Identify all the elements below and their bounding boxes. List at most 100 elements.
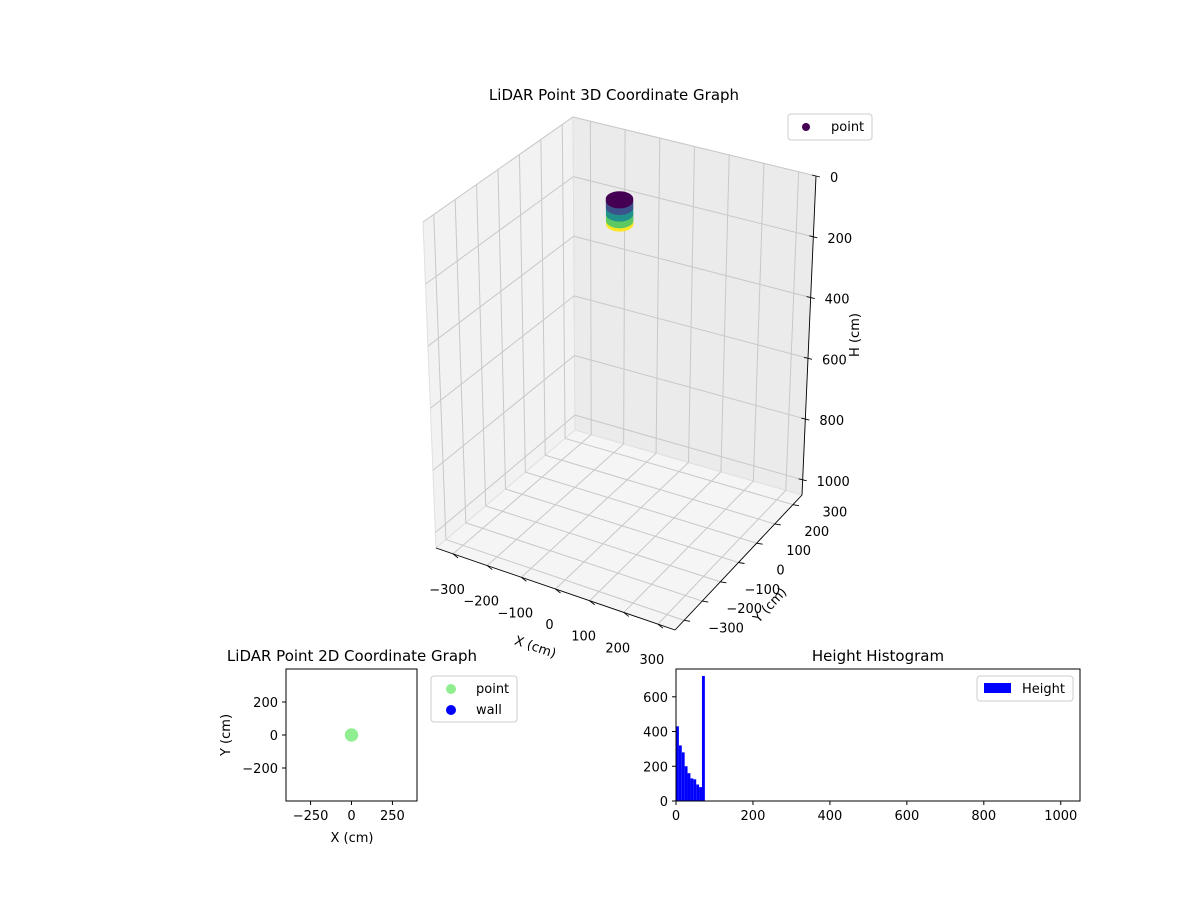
legend-3d: point (787, 113, 873, 141)
x-tick-label-2d: 250 (380, 809, 405, 824)
y-tick-label-hist: 0 (660, 795, 668, 810)
height-histogram: Height Histogram 0 200 400 600 800 1000 0 200 40… (643, 647, 1081, 824)
grid-line (432, 355, 575, 471)
legend-histogram-frame (976, 675, 1074, 702)
x-tick-mark (555, 588, 561, 594)
z-tick-label: 200 (827, 232, 852, 247)
legend-2d-point-label: point (476, 682, 509, 697)
grid-3d (422, 116, 817, 625)
grid-line (454, 199, 467, 523)
legend-histogram-swatch (984, 683, 1011, 693)
y-tick-label-2d: 0 (270, 729, 278, 744)
grid-line (427, 235, 575, 347)
x-tick-mark (657, 623, 664, 629)
grid-line (435, 414, 576, 533)
scatter-2d-chart: LiDAR Point 2D Coordinate Graph −250 0 250… (219, 647, 518, 846)
pane-back-wall (572, 116, 817, 496)
x-tick-label: −300 (429, 583, 465, 598)
grid-line (430, 295, 575, 409)
ticks-histogram: 0 200 400 600 800 1000 0 200 400 600 (643, 691, 1077, 824)
point-layer-top (606, 192, 633, 206)
grid-line (573, 235, 811, 299)
legend-2d: point wall (430, 675, 518, 723)
grid-line (564, 437, 794, 506)
x-tick-label-2d: −250 (293, 809, 329, 824)
z-tick-mark (806, 296, 815, 299)
legend-histogram-label: Height (1022, 682, 1065, 697)
grid-line (574, 295, 809, 359)
histogram-bar (699, 787, 702, 801)
grid-line (623, 129, 626, 444)
z-tick-mark (811, 174, 821, 178)
grid-line (425, 176, 574, 285)
y-tick-label-hist: 200 (643, 760, 668, 775)
z-axis-label: H (cm) (848, 313, 863, 357)
x-tick-mark (452, 553, 459, 559)
x-tick-label-hist: 400 (817, 809, 842, 824)
y-tick-label: 0 (776, 564, 784, 579)
histogram-title: Height Histogram (812, 647, 944, 665)
grid-line (688, 146, 695, 463)
grid-line (545, 454, 775, 525)
chart-3d-title: LiDAR Point 3D Coordinate Graph (489, 86, 739, 104)
histogram-bar (678, 745, 682, 801)
histogram-bar (676, 726, 679, 801)
y-tick-mark (683, 619, 691, 622)
y-tick-label: −300 (708, 621, 744, 636)
y-tick-label-hist: 600 (643, 691, 668, 706)
grid-line (505, 488, 739, 563)
point-series-2d (344, 728, 359, 742)
z-axis-line (801, 175, 817, 496)
legend-2d-wall-marker (446, 705, 456, 715)
histogram-bar (681, 752, 685, 801)
y-tick-label: −100 (744, 583, 780, 598)
point-2d (350, 729, 358, 737)
grid-line (561, 124, 566, 439)
z-tick-mark (803, 356, 813, 360)
histogram-bar (693, 779, 697, 801)
scatter-3d-chart: LiDAR Point 3D Coordinate Graph −300−200… (422, 86, 873, 668)
y-tick-label-2d: −200 (242, 762, 278, 777)
grid-line (476, 184, 487, 506)
x-tick-mark (589, 600, 595, 606)
grid-line (485, 505, 721, 583)
grid-line (573, 176, 814, 238)
chart-2d-title: LiDAR Point 2D Coordinate Graph (227, 647, 477, 665)
grid-line (752, 163, 765, 482)
legend-2d-wall-label: wall (476, 703, 502, 718)
grid-line (655, 138, 661, 454)
grid-line (497, 169, 506, 490)
histogram-bar (696, 784, 700, 801)
x-tick-mark (521, 576, 527, 582)
z-tick-mark (809, 235, 818, 239)
legend-2d-point-marker (446, 684, 456, 694)
grid-line (574, 354, 806, 420)
x-tick-label: 300 (640, 653, 665, 668)
x-tick-label: 200 (605, 641, 630, 656)
y-tick-mark (702, 600, 709, 603)
histogram-bars (676, 675, 705, 801)
y-axis-label-2d: Y (cm) (219, 714, 234, 757)
grid-line (433, 214, 447, 540)
grid-line (540, 139, 546, 456)
histogram-bar (701, 675, 705, 801)
y-tick-mark (756, 542, 763, 545)
histogram-bar (690, 778, 694, 801)
plot-area-histogram (675, 668, 1081, 802)
point-cloud-cylinder (605, 191, 634, 232)
grid-line (785, 171, 800, 491)
legend-3d-point-marker (802, 123, 810, 131)
grid-line (720, 154, 730, 472)
z-tick-label: 1000 (817, 475, 850, 490)
z-tick-label: 800 (819, 414, 844, 429)
z-tick-label: 0 (830, 171, 838, 186)
grid-line (589, 121, 592, 435)
y-tick-label-hist: 400 (643, 726, 668, 741)
x-tick-label-hist: 800 (971, 809, 996, 824)
y-tick-mark (792, 504, 800, 507)
x-tick-label-hist: 1000 (1044, 809, 1077, 824)
x-tick-mark (623, 612, 630, 617)
histogram-bar (684, 766, 688, 801)
grid-line (572, 116, 817, 177)
ticks-2d: −250 0 250 −200 0 200 (242, 696, 405, 824)
